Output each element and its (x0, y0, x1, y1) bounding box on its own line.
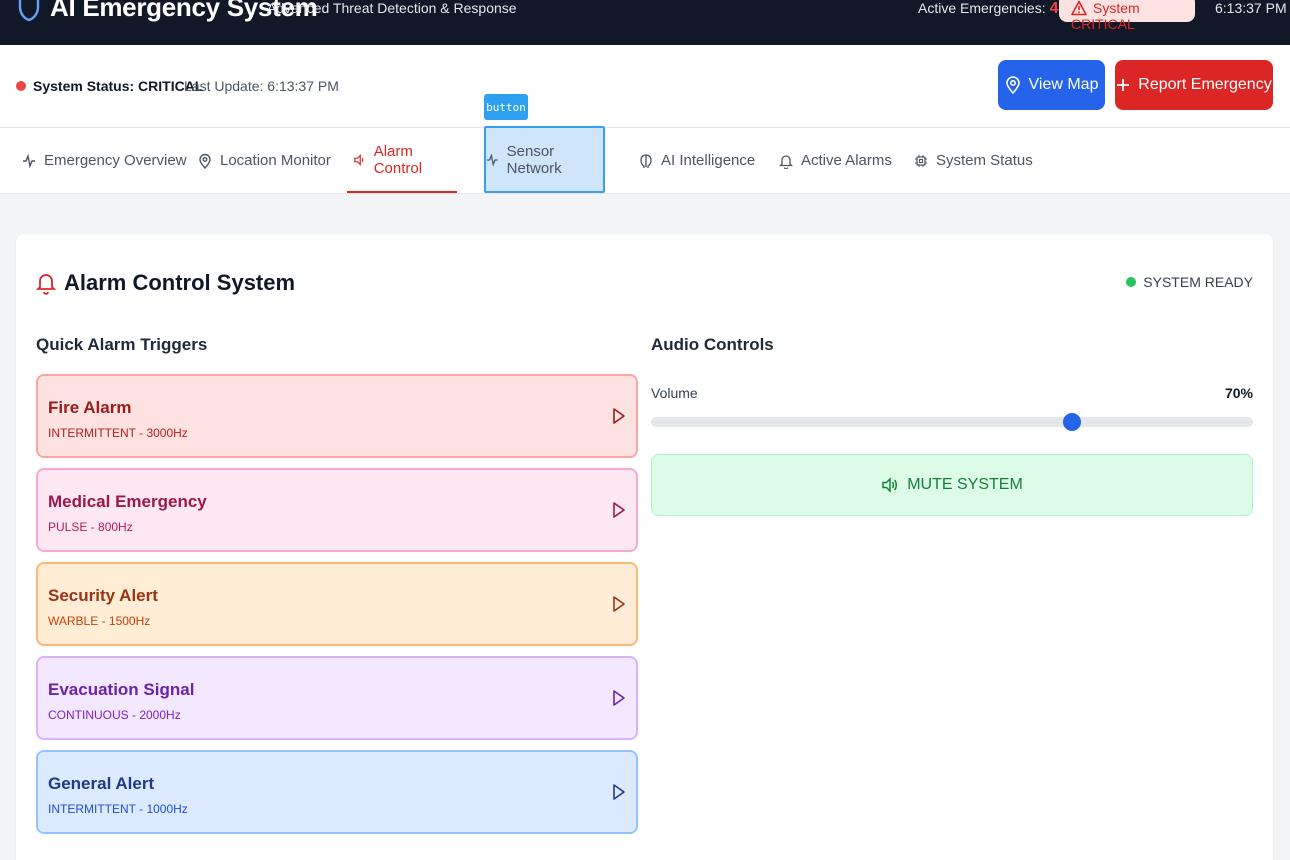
speaker-icon (354, 153, 364, 166)
app-subtitle: Advanced Threat Detection & Response (267, 0, 517, 16)
shield-icon (18, 0, 40, 22)
play-icon[interactable] (612, 689, 626, 707)
bell-icon (779, 154, 793, 169)
tab-label: Alarm Control (373, 142, 423, 177)
alarm-detail: INTERMITTENT - 3000Hz (48, 426, 188, 440)
map-pin-icon (199, 153, 211, 169)
tab-label: System Status (936, 152, 1033, 169)
tab-bar: Emergency Overview Location Monitor Alar… (0, 126, 1290, 194)
alarm-detail: PULSE - 800Hz (48, 520, 133, 534)
mute-system-button[interactable]: MUTE SYSTEM (651, 454, 1253, 516)
volume-label: Volume (651, 385, 698, 401)
active-emergencies-count: 4 (1049, 0, 1059, 17)
status-bar: System Status: CRITICAL Last Update: 6:1… (0, 45, 1290, 128)
header-clock: 6:13:37 PM (1215, 0, 1287, 16)
critical-badge-text: System CRITICAL (1071, 0, 1140, 32)
alarm-trigger-card[interactable]: General Alert INTERMITTENT - 1000Hz (36, 750, 638, 834)
system-ready-indicator: SYSTEM READY (1126, 274, 1253, 290)
tab-sensor-network[interactable]: Sensor Network (484, 126, 605, 193)
active-emergencies-label: Active Emergencies: (918, 0, 1046, 16)
tab-label: Emergency Overview (44, 152, 187, 169)
cpu-icon (915, 154, 927, 167)
last-update-text: Last Update: 6:13:37 PM (184, 78, 339, 94)
ready-dot (1126, 277, 1137, 287)
play-icon[interactable] (612, 595, 626, 613)
tab-active-alarms[interactable]: Active Alarms (779, 128, 892, 193)
system-status-text: System Status: CRITICAL (33, 78, 204, 94)
tab-ai-intelligence[interactable]: AI Intelligence (639, 128, 755, 193)
status-dot (16, 81, 26, 91)
activity-icon (23, 153, 35, 168)
volume-value: 70% (1224, 385, 1253, 401)
map-pin-icon (1005, 76, 1020, 94)
alarm-name: Fire Alarm (48, 398, 132, 417)
report-emergency-label: Report Emergency (1138, 76, 1272, 93)
alarm-detail: CONTINUOUS - 2000Hz (48, 708, 181, 722)
alarm-trigger-card[interactable]: Evacuation Signal CONTINUOUS - 2000Hz (36, 656, 638, 740)
tab-system-status[interactable]: System Status (914, 128, 1033, 193)
tab-label: Location Monitor (220, 152, 331, 169)
panel-title-text: Alarm Control System (64, 270, 296, 295)
alarm-name: Medical Emergency (48, 492, 207, 511)
tab-label: AI Intelligence (661, 152, 756, 169)
tab-label: Active Alarms (801, 152, 892, 169)
panel-title: Alarm Control System (36, 270, 295, 296)
alarm-trigger-card[interactable]: Security Alert WARBLE - 1500Hz (36, 562, 638, 646)
critical-status-badge: System CRITICAL (1059, 0, 1195, 32)
alarm-name: Evacuation Signal (48, 680, 195, 699)
tab-alarm-control[interactable]: Alarm Control (347, 128, 457, 193)
quick-triggers-heading: Quick Alarm Triggers (36, 335, 208, 354)
play-icon[interactable] (612, 783, 626, 801)
tab-label: Sensor Network (506, 142, 562, 177)
alert-triangle-icon (1071, 0, 1087, 16)
element-type-tooltip: button (484, 94, 528, 120)
alarm-control-panel: Alarm Control System SYSTEM READY Quick … (16, 234, 1273, 860)
brain-icon (640, 153, 652, 168)
tab-location-monitor[interactable]: Location Monitor (198, 128, 331, 193)
volume-slider-thumb[interactable] (1063, 413, 1082, 431)
app-title: AI Emergency System (50, 0, 318, 22)
top-header: AI Emergency System Advanced Threat Dete… (0, 0, 1290, 45)
play-icon[interactable] (612, 501, 626, 519)
alarm-detail: INTERMITTENT - 1000Hz (48, 802, 188, 816)
alarm-trigger-card[interactable]: Fire Alarm INTERMITTENT - 3000Hz (36, 374, 638, 458)
view-map-label: View Map (1028, 76, 1099, 93)
volume-slider[interactable] (651, 413, 1253, 431)
audio-controls-heading: Audio Controls (651, 335, 774, 354)
tab-emergency-overview[interactable]: Emergency Overview (22, 128, 187, 193)
alarm-name: Security Alert (48, 586, 158, 605)
active-emergencies: Active Emergencies: 4 (918, 0, 1059, 18)
system-ready-text: SYSTEM READY (1143, 274, 1253, 290)
alarm-name: General Alert (48, 774, 155, 793)
report-emergency-button[interactable]: Report Emergency (1115, 60, 1273, 110)
plus-icon (1117, 79, 1130, 91)
activity-icon (486, 152, 498, 167)
play-icon[interactable] (612, 407, 626, 425)
alarm-trigger-card[interactable]: Medical Emergency PULSE - 800Hz (36, 468, 638, 552)
view-map-button[interactable]: View Map (998, 60, 1105, 110)
speaker-icon (882, 477, 898, 493)
mute-system-label: MUTE SYSTEM (907, 476, 1023, 493)
alarm-detail: WARBLE - 1500Hz (48, 614, 151, 628)
bell-icon (36, 274, 56, 295)
